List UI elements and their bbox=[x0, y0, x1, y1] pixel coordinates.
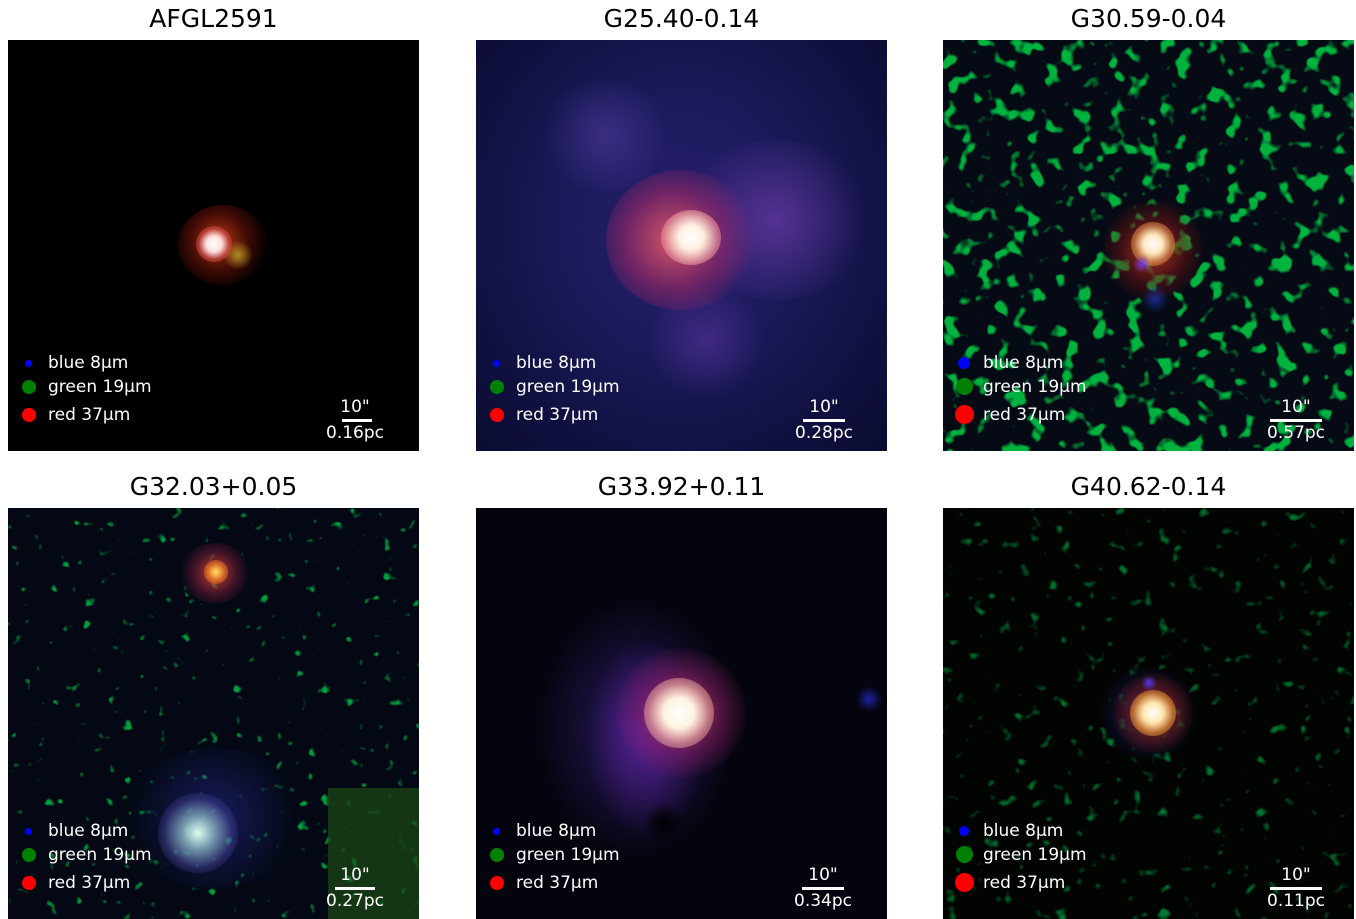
legend: blue 8µm green 19µm red 37µm bbox=[955, 819, 1157, 919]
panel-title: G40.62-0.14 bbox=[1070, 472, 1227, 501]
legend-marker-red bbox=[490, 408, 504, 422]
scale-angle-label: 10" bbox=[340, 865, 370, 885]
legend-marker-green bbox=[956, 846, 973, 863]
panel-g40-62: G40.62-0.14 blue 8µm green 19µm bbox=[943, 468, 1354, 919]
scale-distance-label: 0.27pc bbox=[326, 891, 384, 911]
scale-distance-label: 0.34pc bbox=[794, 891, 852, 911]
legend-label-blue: blue 8µm bbox=[516, 353, 597, 373]
legend-marker-blue bbox=[958, 357, 970, 369]
scale-angle-label: 10" bbox=[808, 865, 838, 885]
panel-g32-03: G32.03+0.05 blue 8µm bbox=[8, 468, 419, 919]
legend-label-red: red 37µm bbox=[48, 873, 131, 893]
legend-label-green: green 19µm bbox=[983, 845, 1087, 865]
scale-angle-label: 10" bbox=[1281, 397, 1311, 417]
legend-label-green: green 19µm bbox=[48, 845, 152, 865]
panel-title: G33.92+0.11 bbox=[597, 472, 766, 501]
legend-marker-green bbox=[22, 380, 36, 394]
scale-distance-label: 0.11pc bbox=[1267, 891, 1325, 911]
rgb-image: blue 8µm green 19µm red 37µm 10" 0.16pc bbox=[8, 40, 419, 451]
scale-bar: 10" 0.11pc bbox=[1261, 865, 1331, 919]
legend-label-red: red 37µm bbox=[516, 405, 599, 425]
legend-label-red: red 37µm bbox=[983, 405, 1066, 425]
legend: blue 8µm green 19µm red 37µm bbox=[490, 351, 690, 451]
rgb-image: blue 8µm green 19µm red 37µm 10" 0.11pc bbox=[943, 508, 1354, 919]
scale-bar: 10" 0.34pc bbox=[788, 865, 858, 919]
legend-label-red: red 37µm bbox=[516, 873, 599, 893]
rgb-image: blue 8µm green 19µm red 37µm 10" 0.57pc bbox=[943, 40, 1354, 451]
legend-marker-blue bbox=[25, 828, 32, 835]
panel-g25-40: G25.40-0.14 blue 8µm green 19µm red 37µm… bbox=[476, 0, 887, 451]
scale-angle-label: 10" bbox=[340, 397, 370, 417]
legend-marker-blue bbox=[959, 826, 969, 836]
rgb-image: blue 8µm green 19µm red 37µm 10" 0.28pc bbox=[476, 40, 887, 451]
legend-marker-red bbox=[490, 876, 504, 890]
legend-marker-green bbox=[490, 380, 504, 394]
panel-title: G25.40-0.14 bbox=[603, 4, 760, 33]
panel-afgl2591: AFGL2591 blue 8µm green 19µm red 37µm 10… bbox=[8, 0, 419, 451]
legend-label-blue: blue 8µm bbox=[983, 353, 1064, 373]
legend-label-green: green 19µm bbox=[516, 377, 620, 397]
legend-marker-blue bbox=[493, 360, 500, 367]
scale-distance-label: 0.16pc bbox=[326, 423, 384, 443]
legend-label-green: green 19µm bbox=[48, 377, 152, 397]
panel-title: G30.59-0.04 bbox=[1070, 4, 1227, 33]
legend: blue 8µm green 19µm red 37µm bbox=[22, 819, 222, 919]
scale-bar: 10" 0.28pc bbox=[789, 397, 859, 451]
legend-label-green: green 19µm bbox=[516, 845, 620, 865]
legend-marker-green bbox=[956, 378, 973, 395]
legend-marker-blue bbox=[25, 360, 32, 367]
panel-g30-59: G30.59-0.04 blue 8µm green 19µm bbox=[943, 0, 1354, 451]
legend-label-blue: blue 8µm bbox=[48, 821, 129, 841]
rgb-image: blue 8µm green 19µm red 37µm 10" 0.34pc bbox=[476, 508, 887, 919]
panel-title: G32.03+0.05 bbox=[129, 472, 298, 501]
rgb-image: blue 8µm green 19µm red 37µm 10" 0.27pc bbox=[8, 508, 419, 919]
scale-bar: 10" 0.57pc bbox=[1261, 397, 1331, 451]
panel-title: AFGL2591 bbox=[149, 4, 278, 33]
scale-bar: 10" 0.27pc bbox=[320, 865, 390, 919]
scale-bar: 10" 0.16pc bbox=[320, 397, 390, 451]
legend: blue 8µm green 19µm red 37µm bbox=[490, 819, 690, 919]
legend-marker-blue bbox=[493, 828, 500, 835]
legend-label-red: red 37µm bbox=[983, 873, 1066, 893]
legend-label-blue: blue 8µm bbox=[48, 353, 129, 373]
legend-marker-green bbox=[22, 848, 36, 862]
scale-angle-label: 10" bbox=[1281, 865, 1311, 885]
legend: blue 8µm green 19µm red 37µm bbox=[955, 351, 1157, 451]
legend-label-blue: blue 8µm bbox=[983, 821, 1064, 841]
legend: blue 8µm green 19µm red 37µm bbox=[22, 351, 222, 451]
legend-label-red: red 37µm bbox=[48, 405, 131, 425]
legend-marker-red bbox=[22, 408, 36, 422]
scale-angle-label: 10" bbox=[809, 397, 839, 417]
legend-marker-red bbox=[955, 405, 974, 424]
scale-distance-label: 0.57pc bbox=[1267, 423, 1325, 443]
legend-label-blue: blue 8µm bbox=[516, 821, 597, 841]
legend-marker-green bbox=[490, 848, 504, 862]
legend-marker-red bbox=[955, 873, 974, 892]
legend-marker-red bbox=[22, 876, 36, 890]
scale-distance-label: 0.28pc bbox=[795, 423, 853, 443]
legend-label-green: green 19µm bbox=[983, 377, 1087, 397]
panel-g33-92: G33.92+0.11 blue 8µm green 19µm red 37µm… bbox=[476, 468, 887, 919]
